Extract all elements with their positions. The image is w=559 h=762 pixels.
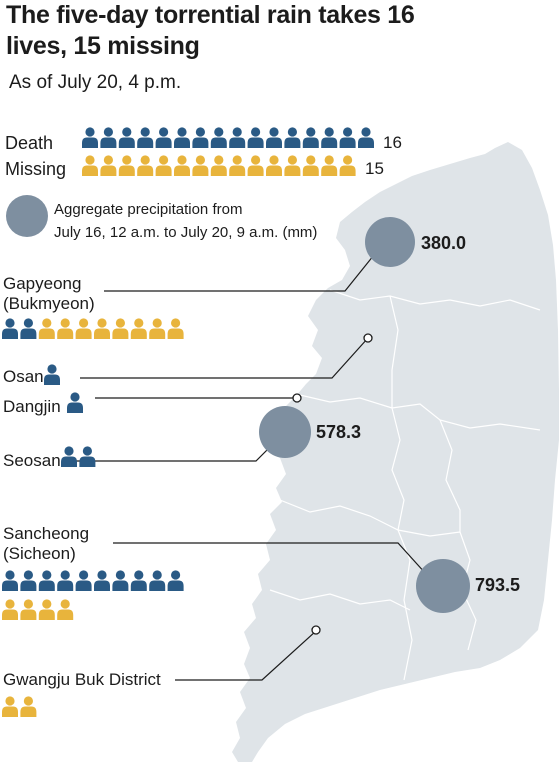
death-person-icon [137,127,154,148]
precip-bubble-seosan [259,406,311,458]
missing-person-icon [192,155,209,176]
death-person-icon [2,570,18,591]
missing-label: Missing [5,159,67,179]
death-person-icon [20,318,37,339]
missing-person-icon [20,599,37,620]
missing-person-icon [174,155,190,176]
missing-person-icon [149,318,166,339]
death-person-icon [100,127,117,148]
death-person-icon [61,446,77,467]
death-person-icon [339,127,356,148]
missing-person-icon [210,155,227,176]
missing-person-icon [339,155,356,176]
precip-value-seosan: 578.3 [316,422,362,442]
region-subname: (Sicheon) [3,544,76,563]
missing-person-icon [2,696,18,717]
death-person-icon [302,127,319,148]
missing-person-icon [137,155,154,176]
death-person-icon [118,127,135,148]
missing-person-icon [155,155,172,176]
missing-person-icon [247,155,264,176]
leader-endpoints [292,333,373,635]
missing-person-icon [284,155,301,176]
precip-value-gapyeong: 380.0 [421,233,467,253]
death-person-icon [321,127,338,148]
missing-person-icon [266,155,282,176]
death-person-icon [38,570,55,591]
missing-person-icon [130,318,147,339]
region-label-seosan: Seosan [3,451,61,470]
missing-person-icon [82,155,98,176]
legend-bubble [6,195,48,237]
missing-count: 15 [365,159,384,178]
missing-person-icon [57,318,74,339]
region-label-sancheong: Sancheong (Sicheon) [3,524,89,564]
missing-person-icon [118,155,135,176]
death-person-icon [130,570,147,591]
region-subname: (Bukmyeon) [3,294,95,313]
page-subtitle: As of July 20, 4 p.m. [9,72,182,93]
death-person-icon [167,570,184,591]
death-person-icon [174,127,190,148]
death-person-icon [67,392,83,413]
death-person-icon [266,127,282,148]
death-person-icon [20,570,37,591]
legend-line-2: July 16, 12 a.m. to July 20, 9 a.m. (mm) [54,224,318,241]
region-name: Gapyeong [3,274,82,293]
region-label-dangjin: Dangjin [3,397,61,416]
death-person-icon [79,446,96,467]
missing-person-icon [100,155,117,176]
missing-person-icon [112,318,129,339]
death-person-icon [149,570,166,591]
death-person-icon [229,127,246,148]
page-title: The five-day torrential rain takes 16 li… [6,1,415,60]
death-person-icon [210,127,227,148]
precip-bubble-sancheong [416,559,470,613]
map-landmass [232,142,559,762]
missing-person-icon [94,318,110,339]
region-name: Sancheong [3,524,90,543]
region-label-gwangju: Gwangju Buk District [3,670,161,689]
death-count: 16 [383,133,402,152]
missing-person-icon [38,599,55,620]
death-person-icon [57,570,74,591]
missing-person-icon [321,155,338,176]
precip-value-sancheong: 793.5 [475,575,521,595]
death-person-icon [112,570,129,591]
death-person-icon [192,127,209,148]
death-person-icon [358,127,374,148]
missing-person-icon [302,155,319,176]
death-label: Death [5,133,54,153]
missing-person-icon [38,318,55,339]
death-person-icon [247,127,264,148]
death-person-icon [75,570,92,591]
missing-person-icon [57,599,74,620]
death-person-icon [94,570,110,591]
precip-bubble-gapyeong [365,217,415,267]
missing-person-icon [167,318,184,339]
death-person-icon [155,127,172,148]
missing-person-icon [75,318,92,339]
region-label-osan: Osan [3,367,44,386]
legend-text: Aggregate precipitation from July 16, 12… [54,198,317,244]
missing-person-icon [20,696,37,717]
legend-line-1: Aggregate precipitation from [54,201,243,218]
death-person-icon [82,127,98,148]
death-person-icon [44,364,60,385]
death-person-icon [284,127,301,148]
death-person-icon [2,318,18,339]
missing-person-icon [2,599,18,620]
region-label-gapyeong: Gapyeong (Bukmyeon) [3,274,95,314]
missing-person-icon [229,155,246,176]
